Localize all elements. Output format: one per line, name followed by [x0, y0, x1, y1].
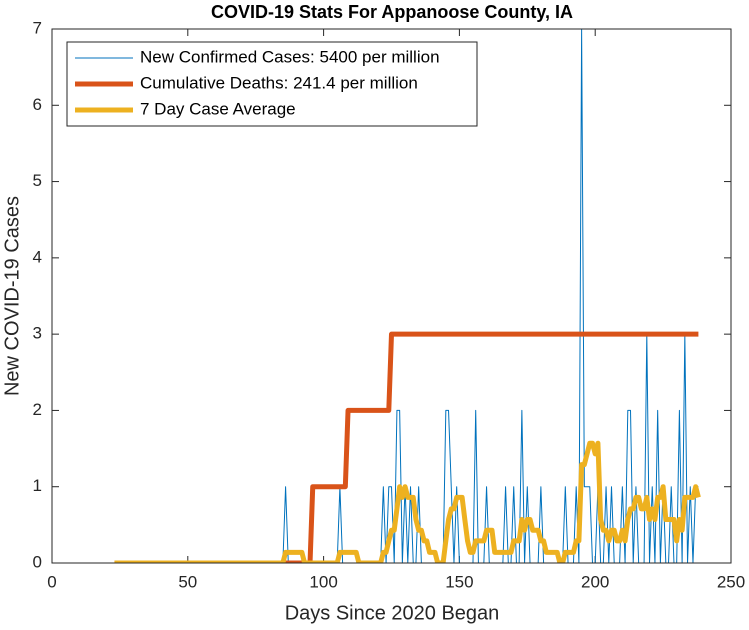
y-tick-label: 4 [33, 247, 42, 266]
x-axis-label: Days Since 2020 Began [285, 602, 500, 624]
y-tick-label: 6 [33, 95, 42, 114]
data-line [114, 440, 701, 563]
x-tick-label: 100 [309, 572, 337, 591]
x-tick-label: 0 [47, 572, 56, 591]
y-tick-label: 2 [33, 400, 42, 419]
x-tick-label: 50 [178, 572, 197, 591]
chart-title: COVID-19 Stats For Appanoose County, IA [211, 2, 573, 22]
x-tick-label: 250 [717, 572, 745, 591]
data-line [114, 29, 699, 563]
data-line [114, 331, 699, 563]
y-tick-label: 1 [33, 476, 42, 495]
legend-label: 7 Day Case Average [140, 99, 296, 118]
y-tick-label: 5 [33, 171, 42, 190]
plot-frame [51, 28, 732, 564]
legend-box [66, 41, 478, 127]
legend-label: New Confirmed Cases: 5400 per million [140, 47, 440, 66]
y-tick-label: 3 [33, 324, 42, 343]
y-tick-label: 7 [33, 18, 42, 37]
x-tick-label: 150 [445, 572, 473, 591]
x-tick-label: 200 [581, 572, 609, 591]
y-axis-label: New COVID-19 Cases [1, 196, 23, 396]
y-tick-label: 0 [33, 552, 42, 571]
legend-label: Cumulative Deaths: 241.4 per million [140, 73, 418, 92]
